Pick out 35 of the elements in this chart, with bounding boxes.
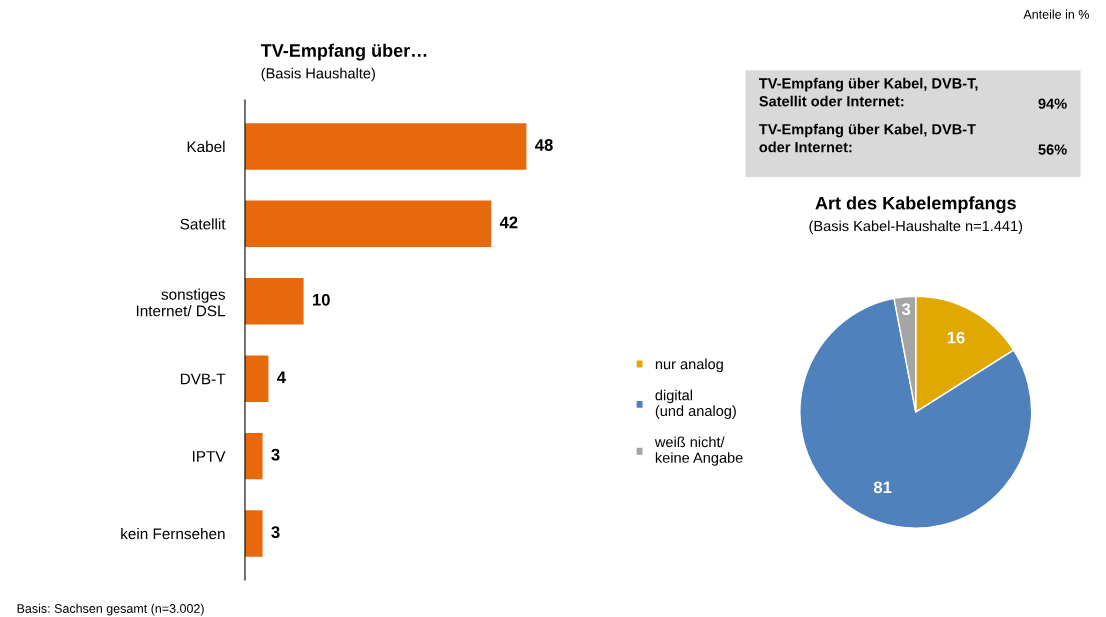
data-label: 3: [901, 303, 911, 316]
chart-subtitle: (Basis Haushalte): [261, 67, 375, 82]
chart-title: Art des Kabelempfangs: [815, 196, 1016, 214]
data-label: 3: [271, 526, 280, 539]
y-tick-label: IPTV: [192, 451, 226, 462]
text: TV-Empfang über Kabel, DVB-T, Satellit oder Internet:: [759, 77, 978, 107]
y-tick-label: Satellit: [180, 218, 226, 230]
data-label: 4: [277, 371, 286, 383]
bar: [244, 200, 492, 248]
y-tick-label: kein Fernsehen: [121, 527, 225, 540]
bar: [244, 123, 527, 170]
y-tick-label: DVB-T: [180, 373, 226, 385]
bar: [244, 278, 304, 325]
legend-label: nur analog: [655, 358, 723, 373]
text: TV-Empfang über Kabel, DVB-T oder Internet:: [759, 123, 976, 153]
legend-label: digital (und analog): [655, 389, 736, 419]
data-label: 10: [312, 293, 330, 306]
y-tick-label: Kabel: [187, 140, 225, 153]
text: Anteile in %: [1023, 9, 1089, 19]
data-label: 48: [535, 139, 553, 151]
bar: [244, 510, 263, 557]
data-label: 81: [873, 481, 892, 494]
y-tick-label: sonstiges Internet/ DSL: [136, 288, 226, 317]
text: 94%: [1038, 98, 1067, 109]
chart-subtitle: (Basis Kabel-Haushalte n=1.441): [809, 220, 1023, 235]
data-label: 3: [271, 448, 280, 461]
data-label: 42: [499, 216, 518, 229]
text: 56%: [1038, 144, 1067, 155]
text: Basis: Sachsen gesamt (n=3.002): [17, 603, 204, 616]
bar: [244, 432, 263, 480]
legend-label: weiß nicht/ keine Angabe: [654, 436, 743, 466]
pie-slice: [799, 297, 1033, 529]
bar: [244, 355, 269, 402]
chart-title: TV-Empfang über…: [260, 43, 427, 61]
data-label: 16: [947, 331, 965, 344]
